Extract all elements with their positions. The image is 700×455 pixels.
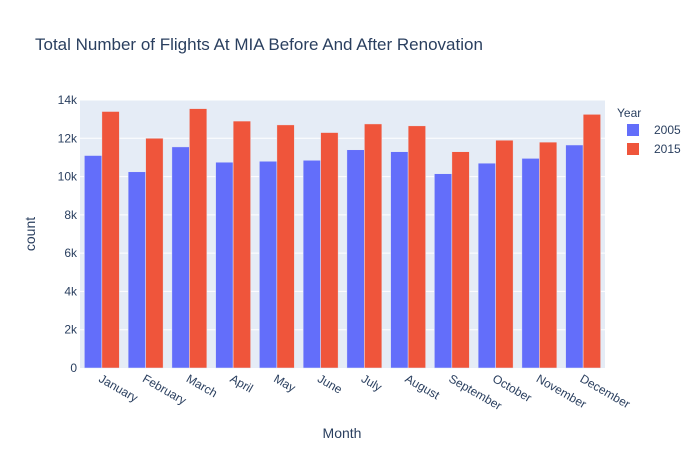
- bar-2005-july[interactable]: [346, 149, 365, 369]
- y-tick-label: 12k: [58, 131, 78, 145]
- y-axis-ticks: 0 2k 4k 6k 8k 10k 12k 14k: [58, 93, 78, 375]
- legend-title: Year: [617, 106, 641, 120]
- bar-2015-june[interactable]: [320, 132, 339, 369]
- y-axis-title: count: [22, 217, 38, 251]
- bar-2015-may[interactable]: [276, 124, 295, 369]
- y-tick-label: 10k: [58, 170, 78, 184]
- bar-2005-august[interactable]: [390, 151, 409, 369]
- chart-title: Total Number of Flights At MIA Before An…: [35, 35, 483, 54]
- bar-2005-march[interactable]: [171, 146, 190, 369]
- y-tick-label: 6k: [64, 246, 78, 260]
- bar-2015-august[interactable]: [407, 125, 426, 369]
- bar-2005-december[interactable]: [565, 144, 584, 369]
- bar-2005-may[interactable]: [259, 161, 278, 369]
- y-tick-label: 4k: [64, 284, 78, 298]
- legend-swatch-2015[interactable]: [627, 143, 639, 155]
- legend-label-2005[interactable]: 2005: [654, 123, 681, 137]
- bar-2005-november[interactable]: [521, 158, 540, 369]
- bar-2015-october[interactable]: [495, 139, 514, 369]
- y-tick-label: 0: [70, 361, 77, 375]
- y-tick-label: 2k: [64, 323, 78, 337]
- bar-2015-january[interactable]: [101, 111, 120, 369]
- legend-swatch-2005[interactable]: [627, 124, 639, 136]
- bar-2015-july[interactable]: [364, 123, 383, 369]
- bar-2005-january[interactable]: [84, 155, 103, 369]
- bar-2005-april[interactable]: [215, 161, 234, 369]
- bar-2005-february[interactable]: [127, 171, 146, 369]
- bar-2005-june[interactable]: [302, 160, 321, 369]
- bar-2015-november[interactable]: [539, 141, 558, 369]
- bar-2005-september[interactable]: [434, 173, 453, 369]
- x-axis-title: Month: [323, 425, 362, 441]
- bar-2015-december[interactable]: [582, 114, 601, 369]
- gridlines: [80, 99, 605, 331]
- bar-2015-april[interactable]: [232, 120, 251, 369]
- plot-area: [80, 100, 605, 368]
- legend-label-2015[interactable]: 2015: [654, 142, 681, 156]
- bar-2015-march[interactable]: [189, 108, 208, 369]
- bar-2015-september[interactable]: [451, 151, 470, 369]
- y-tick-label: 8k: [64, 208, 78, 222]
- y-tick-label: 14k: [58, 93, 78, 107]
- legend[interactable]: Year 2005 2015: [617, 106, 681, 156]
- bar-2015-february[interactable]: [145, 138, 164, 369]
- bars[interactable]: [84, 108, 601, 369]
- bar-2005-october[interactable]: [477, 162, 496, 369]
